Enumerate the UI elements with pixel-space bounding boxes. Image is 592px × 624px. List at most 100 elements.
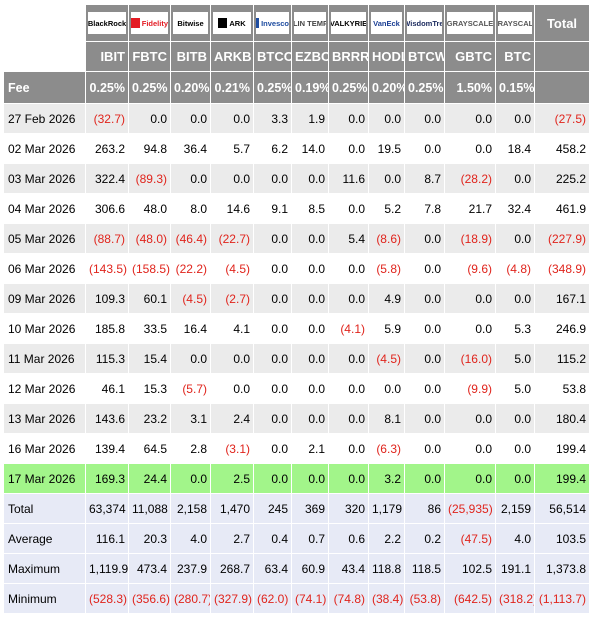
- summary-cell: 0.7: [291, 523, 329, 554]
- ticker-label: FBTC: [132, 49, 167, 64]
- flow-cell: 64.5: [128, 433, 171, 464]
- fee-value: 0.20%: [372, 80, 405, 95]
- cell-value: (348.9): [547, 261, 586, 276]
- cell-value: 9.1: [271, 201, 288, 216]
- row-total-cell: 199.4: [534, 433, 590, 464]
- summary-cell: 2.2: [368, 523, 405, 554]
- cell-value: (88.7): [93, 231, 125, 246]
- cell-value: 63.4: [264, 561, 288, 576]
- flow-cell: 11.6: [328, 163, 369, 194]
- summary-label: Total: [8, 501, 34, 516]
- flow-cell: 0.0: [328, 193, 369, 224]
- cell-value: 11.6: [342, 171, 365, 186]
- cell-value: 0.0: [424, 321, 441, 336]
- cell-value: 8.5: [308, 201, 325, 216]
- cell-value: 458.2: [555, 141, 586, 156]
- cell-value: 180.4: [555, 411, 586, 426]
- summary-cell: (25,935): [444, 493, 496, 524]
- row-total-cell: 167.1: [534, 283, 590, 314]
- flow-cell: 0.0: [328, 253, 369, 284]
- flow-cell: (3.1): [210, 433, 254, 464]
- cell-value: 1,373.8: [545, 561, 586, 576]
- cell-value: 0.0: [308, 321, 325, 336]
- row-total-cell: (27.5): [534, 103, 590, 134]
- fidelity-logo-mark-icon: [131, 18, 140, 28]
- cell-value: 3.1: [190, 411, 207, 426]
- cell-value: (143.5): [89, 261, 128, 276]
- cell-value: (53.8): [409, 591, 441, 606]
- cell-value: 0.0: [233, 111, 250, 126]
- cell-value: 2.8: [190, 441, 207, 456]
- cell-value: 7.8: [424, 201, 441, 216]
- cell-value: 11,088: [132, 501, 168, 516]
- flow-cell: 0.0: [253, 433, 292, 464]
- cell-value: 103.5: [555, 531, 586, 546]
- date-cell: 12 Mar 2026: [3, 373, 86, 404]
- cell-value: 21.7: [468, 201, 492, 216]
- summary-cell: (74.8): [328, 583, 369, 614]
- cell-value: 4.1: [233, 321, 250, 336]
- flow-cell: 0.0: [404, 223, 445, 254]
- cell-value: (1,113.7): [538, 591, 586, 606]
- flow-cell: 16.4: [170, 313, 211, 344]
- flow-cell: 0.0: [444, 433, 496, 464]
- cell-value: 0.0: [233, 351, 250, 366]
- flow-cell: 0.0: [404, 433, 445, 464]
- cell-value: 320: [344, 501, 365, 516]
- issuer-logo-cell: Invesco: [253, 4, 292, 42]
- cell-value: 3.3: [271, 111, 288, 126]
- summary-total-cell: 103.5: [534, 523, 590, 554]
- cell-value: 0.0: [190, 171, 207, 186]
- flow-cell: 0.0: [210, 343, 254, 374]
- cell-value: 0.0: [271, 471, 288, 486]
- cell-value: 0.0: [348, 291, 365, 306]
- flow-cell: 3.1: [170, 403, 211, 434]
- cell-value: 169.3: [94, 471, 125, 486]
- flow-cell: 0.0: [495, 163, 535, 194]
- cell-value: 8.0: [190, 201, 207, 216]
- cell-value: (3.1): [225, 441, 250, 456]
- summary-cell: 118.5: [404, 553, 445, 584]
- flow-cell: (22.2): [170, 253, 211, 284]
- summary-cell: 102.5: [444, 553, 496, 584]
- summary-row: Maximum 1,119.9 473.4 237.9 268.7 63.4 60.9 43.…: [3, 553, 590, 584]
- cell-value: 64.5: [143, 441, 167, 456]
- fee-cell: 0.20%: [170, 71, 211, 104]
- flow-cell: 21.7: [444, 193, 496, 224]
- date-cell: 05 Mar 2026: [3, 223, 86, 254]
- cell-value: 0.0: [190, 471, 207, 486]
- cell-value: 225.2: [555, 171, 586, 186]
- flow-cell: 143.6: [85, 403, 129, 434]
- summary-cell: 86: [404, 493, 445, 524]
- issuer-logo-cell: FRANKLIN TEMPLETON: [291, 4, 329, 42]
- flow-cell: 94.8: [128, 133, 171, 164]
- flow-cell: 8.1: [368, 403, 405, 434]
- flow-cell: (9.9): [444, 373, 496, 404]
- flow-cell: 0.0: [291, 343, 329, 374]
- cell-value: 0.0: [150, 111, 167, 126]
- cell-value: 0.0: [424, 351, 441, 366]
- fee-value: 0.20%: [174, 80, 210, 95]
- cell-value: 0.0: [308, 261, 325, 276]
- fee-cell: 0.15%: [495, 71, 535, 104]
- fidelity-logo: Fidelity: [131, 12, 168, 34]
- flow-cell: 0.0: [253, 343, 292, 374]
- flow-cell: 3.3: [253, 103, 292, 134]
- flow-cell: (32.7): [85, 103, 129, 134]
- cell-value: 0.0: [271, 171, 288, 186]
- cell-value: 0.0: [384, 381, 401, 396]
- fee-value: 0.25%: [132, 80, 168, 95]
- cell-value: 0.0: [271, 351, 288, 366]
- cell-value: 5.3: [514, 321, 531, 336]
- issuer-logo-text: VanEck: [373, 18, 400, 28]
- row-date: 09 Mar 2026: [8, 291, 76, 306]
- cell-value: (158.5): [132, 261, 171, 276]
- cell-value: 109.3: [94, 291, 125, 306]
- summary-cell: (327.9): [210, 583, 254, 614]
- summary-cell: (62.0): [253, 583, 292, 614]
- ticker-label: HODL: [372, 49, 404, 64]
- cell-value: 0.0: [475, 291, 492, 306]
- cell-value: 0.0: [424, 291, 441, 306]
- row-date: 04 Mar 2026: [8, 201, 76, 216]
- summary-cell: 1,470: [210, 493, 254, 524]
